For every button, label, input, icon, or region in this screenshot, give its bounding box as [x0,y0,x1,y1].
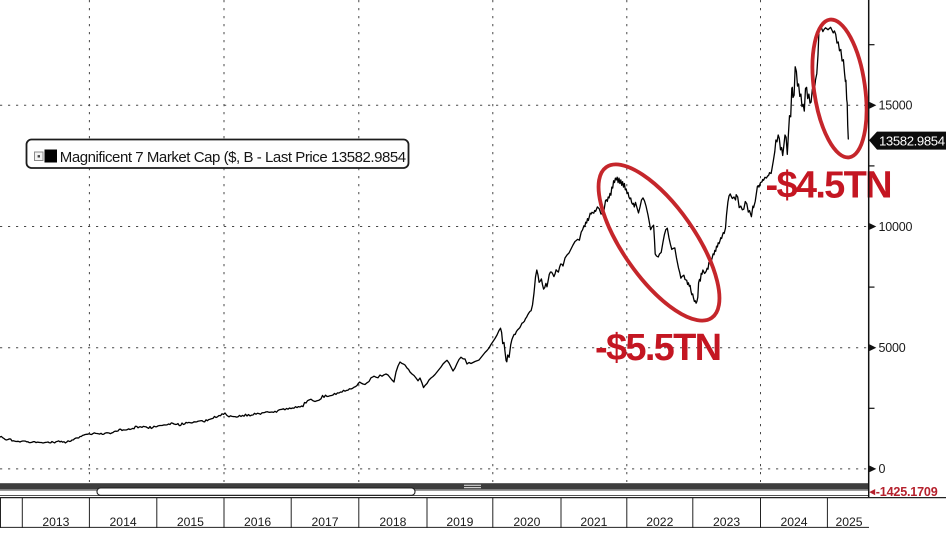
svg-text:-1425.1709: -1425.1709 [876,485,938,499]
svg-text:2020: 2020 [513,515,540,528]
svg-text:2014: 2014 [110,515,137,528]
svg-text:2019: 2019 [446,515,473,528]
svg-text:-$4.5TN: -$4.5TN [766,165,891,207]
svg-text:2022: 2022 [646,515,673,528]
svg-text:2025: 2025 [835,515,862,528]
svg-text:2024: 2024 [780,515,807,528]
svg-text:2023: 2023 [713,515,740,528]
svg-text:5000: 5000 [879,341,906,355]
svg-text:0: 0 [879,462,886,476]
svg-text:13582.9854: 13582.9854 [879,134,945,149]
svg-text:2017: 2017 [311,515,338,528]
svg-text:2013: 2013 [42,515,69,528]
svg-text:15000: 15000 [879,99,913,113]
svg-text:-$5.5TN: -$5.5TN [595,327,720,369]
svg-text:Magnificent 7 Market Cap ($, B: Magnificent 7 Market Cap ($, B - Last Pr… [60,149,406,166]
svg-text:2018: 2018 [379,515,406,528]
svg-text:2016: 2016 [244,515,271,528]
svg-text:10000: 10000 [879,220,913,234]
svg-text:2015: 2015 [177,515,204,528]
svg-text:2021: 2021 [580,515,607,528]
